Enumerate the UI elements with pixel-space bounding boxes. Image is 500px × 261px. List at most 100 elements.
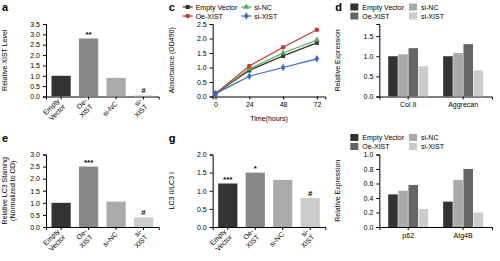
y-tick-mark xyxy=(376,76,379,77)
x-tick-mark xyxy=(408,227,409,230)
x-tick: Oe-XIST xyxy=(72,227,94,249)
y-tick-mark xyxy=(210,173,213,174)
y-tick-mark xyxy=(43,55,46,56)
legend-item: si-XIST xyxy=(409,143,445,150)
y-tick-label: 1.0 xyxy=(364,53,374,60)
axis-line xyxy=(210,25,214,98)
x-tick-mark xyxy=(310,227,311,230)
y-axis-title: Relative Expression xyxy=(334,29,342,91)
y-tick-label: 2.0 xyxy=(197,35,207,42)
y-tick: 1.0 xyxy=(197,187,213,194)
x-tick: si-XIST xyxy=(294,227,316,249)
legend-label: si-NC xyxy=(254,4,272,11)
bar xyxy=(443,56,453,96)
x-tick-mark xyxy=(215,97,216,100)
x-tick-mark xyxy=(116,97,117,100)
y-tick-label: 1.0 xyxy=(30,73,40,80)
annotation: # xyxy=(141,208,146,217)
x-tick-label: Aggrecan xyxy=(448,101,478,109)
legend-item: si-XIST xyxy=(409,13,445,20)
axis: EmptyVectorOe-XISTsi-NCsi-XIST xyxy=(42,227,159,252)
y-tick-mark xyxy=(376,36,379,37)
y-tick-mark xyxy=(43,203,46,204)
legend: Empty Vectorsi-NCOe-XISTsi-XIST xyxy=(183,3,278,19)
legend-item: si-XIST xyxy=(241,12,278,19)
annotation: * xyxy=(254,164,258,173)
y-tick-label: 1.5 xyxy=(30,187,40,194)
legend-swatch xyxy=(409,13,417,20)
y-tick-mark xyxy=(43,45,46,46)
y-tick: 1.0 xyxy=(30,200,46,207)
y-tick-label: 0.8 xyxy=(364,166,374,173)
axis: 0.00.51.01.52.02.53.03.5 xyxy=(30,21,46,101)
x-tick-mark xyxy=(61,227,62,230)
annotation: *** xyxy=(84,158,94,167)
axis: 0.00.51.01.52.02.53.0 xyxy=(30,151,46,230)
bar xyxy=(408,185,418,227)
x-tick: si-NC xyxy=(101,97,118,118)
legend-swatch xyxy=(409,143,417,150)
x-tick: 0 xyxy=(214,97,218,109)
point xyxy=(314,36,320,41)
x-tick-label: si-NC xyxy=(268,231,285,248)
y-tick-mark xyxy=(43,215,46,216)
y-tick-mark xyxy=(210,53,213,54)
y-tick-label: 3.0 xyxy=(30,31,40,38)
bar xyxy=(246,173,265,227)
x-tick-mark xyxy=(143,227,144,230)
legend-marker xyxy=(244,12,248,19)
y-tick: 0.5 xyxy=(197,79,213,86)
x-tick: si-NC xyxy=(268,227,285,248)
bar xyxy=(463,169,473,227)
axis-line xyxy=(376,25,380,98)
x-tick-label: EmptyVector xyxy=(208,227,233,252)
y-tick: 1.5 xyxy=(364,33,380,40)
x-tick-label: si-NC xyxy=(101,100,118,117)
y-tick: 0.0 xyxy=(30,93,46,100)
axis: EmptyVectorOe-XISTsi-NCsi-XIST xyxy=(42,97,159,122)
y-tick: 2.5 xyxy=(197,21,213,28)
y-tick: 0.2 xyxy=(364,209,380,216)
x-tick: si-XIST xyxy=(127,97,149,119)
bar xyxy=(106,202,125,227)
panel-title: g xyxy=(169,132,176,144)
legend-label: Oe-XIST xyxy=(196,13,224,20)
y-tick-label: 0.0 xyxy=(364,224,374,231)
legend-item: Oe-XIST xyxy=(183,13,224,20)
y-tick-mark xyxy=(43,34,46,35)
plot-area xyxy=(388,169,483,227)
y-tick-label: 1.5 xyxy=(364,33,374,40)
y-tick: 1.5 xyxy=(30,187,46,194)
y-tick: 0.8 xyxy=(364,166,380,173)
legend-item: Oe-XIST xyxy=(350,143,390,150)
x-tick-mark xyxy=(116,227,117,230)
x-tick: Oe-XIST xyxy=(239,227,261,249)
y-tick: 2.0 xyxy=(30,175,46,182)
y-tick-label: 0.0 xyxy=(197,224,207,231)
x-tick-label: Atg4B xyxy=(454,232,473,240)
legend-swatch xyxy=(350,143,358,150)
y-tick-mark xyxy=(43,167,46,168)
y-tick: 0.5 xyxy=(197,206,213,213)
point xyxy=(280,49,286,54)
y-tick: 0.4 xyxy=(364,195,380,202)
legend-marker xyxy=(243,3,249,8)
bar xyxy=(398,191,408,227)
y-tick-mark xyxy=(210,191,213,192)
panel: 0.00.51.01.52.02.53.0Relative LC3 Staini… xyxy=(1,132,159,253)
panel: 0.00.20.40.60.81.0Relative Expressionp62… xyxy=(334,134,492,240)
x-axis-title: Time(hours) xyxy=(250,115,287,123)
y-tick-mark xyxy=(376,227,379,228)
panel: 0.00.51.01.52.0LC3 II/LC3 IEmptyVectorOe… xyxy=(168,132,326,253)
y-tick-mark xyxy=(376,97,379,98)
point xyxy=(247,64,252,69)
legend-label: Oe-XIST xyxy=(362,13,390,20)
legend-marker xyxy=(185,14,190,19)
y-tick: 3.0 xyxy=(30,151,46,158)
x-tick-label: 72 xyxy=(313,101,321,108)
x-tick: Col II xyxy=(400,97,416,109)
annotation: # xyxy=(308,189,313,198)
y-axis-title: Absorbance (OD490) xyxy=(168,27,176,93)
y-tick-mark xyxy=(376,198,379,199)
y-tick: 2.5 xyxy=(30,163,46,170)
